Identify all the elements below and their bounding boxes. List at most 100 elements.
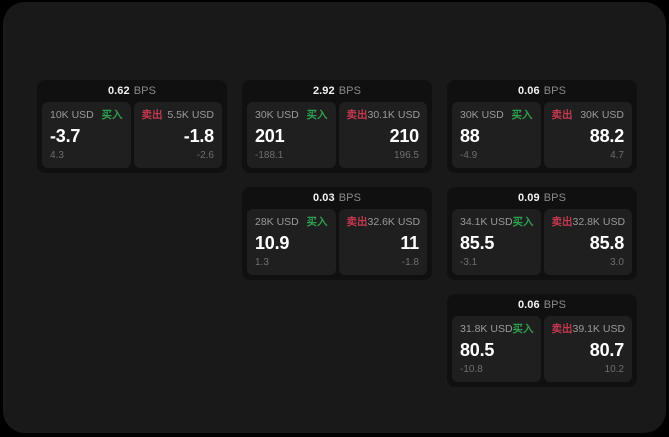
quote-column: 0.06 BPS 30K USD 买入 88 -4.9 卖出 30K USD 88.2 4.7 0.…: [447, 80, 637, 387]
card-body: 10K USD 买入 -3.7 4.3 卖出 5.5K USD -1.8 -2.6: [37, 102, 227, 168]
bps-value: 0.62: [107, 85, 130, 97]
buy-side[interactable]: 30K USD 买入 201 -188.1: [247, 102, 336, 168]
buy-quantity: 30K USD: [460, 109, 504, 121]
sell-tag: 卖出: [551, 216, 573, 228]
sell-price: 80.7: [589, 339, 624, 360]
buy-top-row: 31.8K USD 买入: [460, 323, 534, 335]
quote-card[interactable]: 0.06 BPS 30K USD 买入 88 -4.9 卖出 30K USD 88.2 4.7: [447, 80, 637, 173]
sell-delta: -1.8: [401, 257, 419, 268]
sell-quantity: 5.5K USD: [167, 109, 214, 121]
bps-unit-label: BPS: [338, 192, 362, 204]
app-panel: 0.62 BPS 10K USD 买入 -3.7 4.3 卖出 5.5K USD -1.8 -2.…: [3, 2, 666, 433]
card-header: 0.06 BPS: [447, 294, 637, 316]
buy-quantity: 34.1K USD: [460, 216, 513, 228]
buy-side[interactable]: 10K USD 买入 -3.7 4.3: [42, 102, 131, 168]
sell-price: -1.8: [183, 125, 214, 146]
bps-unit-label: BPS: [543, 299, 567, 311]
sell-top-row: 卖出 32.8K USD: [551, 216, 626, 228]
sell-side[interactable]: 卖出 30K USD 88.2 4.7: [543, 102, 632, 168]
sell-quantity: 39.1K USD: [572, 323, 626, 335]
sell-side[interactable]: 卖出 32.8K USD 85.8 3.0: [543, 209, 632, 275]
bps-value: 0.06: [517, 299, 540, 311]
buy-price: 201: [255, 125, 285, 146]
card-body: 30K USD 买入 88 -4.9 卖出 30K USD 88.2 4.7: [447, 102, 637, 168]
sell-top-row: 卖出 30K USD: [552, 109, 625, 121]
buy-delta: -188.1: [255, 150, 284, 161]
card-header: 0.06 BPS: [447, 80, 637, 102]
buy-delta: -10.8: [460, 364, 483, 375]
buy-side[interactable]: 30K USD 买入 88 -4.9: [452, 102, 541, 168]
quote-column: 2.92 BPS 30K USD 买入 201 -188.1 卖出 30.1K USD 210 1…: [242, 80, 432, 387]
buy-tag: 买入: [306, 216, 328, 228]
buy-price: 85.5: [460, 232, 495, 253]
buy-side[interactable]: 28K USD 买入 10.9 1.3: [247, 209, 336, 275]
buy-top-row: 28K USD 买入: [255, 216, 328, 228]
buy-delta: -3.1: [460, 257, 478, 268]
quote-card[interactable]: 0.09 BPS 34.1K USD 买入 85.5 -3.1 卖出 32.8K USD 85.…: [447, 187, 637, 280]
buy-tag: 买入: [306, 109, 328, 121]
sell-side[interactable]: 卖出 39.1K USD 80.7 10.2: [543, 316, 632, 382]
bps-value: 0.03: [312, 192, 335, 204]
sell-side[interactable]: 卖出 30.1K USD 210 196.5: [338, 102, 427, 168]
bps-value: 0.06: [517, 85, 540, 97]
quote-card[interactable]: 0.03 BPS 28K USD 买入 10.9 1.3 卖出 32.6K USD 11 -1.8: [242, 187, 432, 280]
bps-unit-label: BPS: [338, 85, 362, 97]
sell-quantity: 30.1K USD: [367, 109, 421, 121]
buy-top-row: 10K USD 买入: [50, 109, 123, 121]
sell-top-row: 卖出 5.5K USD: [142, 109, 215, 121]
card-body: 28K USD 买入 10.9 1.3 卖出 32.6K USD 11 -1.8: [242, 209, 432, 275]
buy-tag: 买入: [101, 109, 123, 121]
buy-delta: 1.3: [255, 257, 269, 268]
buy-side[interactable]: 31.8K USD 买入 80.5 -10.8: [452, 316, 541, 382]
sell-delta: 3.0: [610, 257, 624, 268]
quote-card[interactable]: 0.06 BPS 31.8K USD 买入 80.5 -10.8 卖出 39.1K USD 80…: [447, 294, 637, 387]
sell-price: 85.8: [589, 232, 624, 253]
sell-tag: 卖出: [346, 109, 368, 121]
buy-quantity: 31.8K USD: [460, 323, 513, 335]
sell-quantity: 32.6K USD: [367, 216, 421, 228]
sell-price: 11: [400, 232, 419, 253]
sell-tag: 卖出: [141, 109, 163, 121]
sell-tag: 卖出: [346, 216, 368, 228]
bps-value: 0.09: [517, 192, 540, 204]
sell-side[interactable]: 卖出 32.6K USD 11 -1.8: [338, 209, 427, 275]
bps-unit-label: BPS: [133, 85, 157, 97]
quote-card-grid: 0.62 BPS 10K USD 买入 -3.7 4.3 卖出 5.5K USD -1.8 -2.…: [37, 80, 642, 387]
quote-column: 0.62 BPS 10K USD 买入 -3.7 4.3 卖出 5.5K USD -1.8 -2.…: [37, 80, 227, 387]
buy-tag: 买入: [512, 323, 534, 335]
sell-delta: 196.5: [393, 150, 419, 161]
sell-side[interactable]: 卖出 5.5K USD -1.8 -2.6: [133, 102, 222, 168]
buy-delta: 4.3: [50, 150, 64, 161]
buy-quantity: 28K USD: [255, 216, 299, 228]
bps-unit-label: BPS: [543, 85, 567, 97]
buy-price: 80.5: [460, 339, 495, 360]
buy-side[interactable]: 34.1K USD 买入 85.5 -3.1: [452, 209, 541, 275]
card-header: 0.09 BPS: [447, 187, 637, 209]
buy-price: 10.9: [255, 232, 290, 253]
card-header: 2.92 BPS: [242, 80, 432, 102]
sell-price: 88.2: [589, 125, 624, 146]
sell-tag: 卖出: [551, 323, 573, 335]
buy-top-row: 34.1K USD 买入: [460, 216, 534, 228]
buy-quantity: 10K USD: [50, 109, 94, 121]
buy-price: -3.7: [50, 125, 81, 146]
card-body: 31.8K USD 买入 80.5 -10.8 卖出 39.1K USD 80.7 10.2: [447, 316, 637, 382]
card-header: 0.62 BPS: [37, 80, 227, 102]
bps-value: 2.92: [312, 85, 335, 97]
sell-delta: 4.7: [610, 150, 624, 161]
buy-delta: -4.9: [460, 150, 478, 161]
buy-quantity: 30K USD: [255, 109, 299, 121]
sell-top-row: 卖出 30.1K USD: [346, 109, 421, 121]
buy-tag: 买入: [512, 216, 534, 228]
buy-tag: 买入: [511, 109, 533, 121]
sell-top-row: 卖出 32.6K USD: [346, 216, 421, 228]
quote-card[interactable]: 2.92 BPS 30K USD 买入 201 -188.1 卖出 30.1K USD 210 1…: [242, 80, 432, 173]
sell-quantity: 32.8K USD: [572, 216, 626, 228]
sell-delta: -2.6: [196, 150, 214, 161]
bps-unit-label: BPS: [543, 192, 567, 204]
sell-price: 210: [389, 125, 420, 146]
card-body: 34.1K USD 买入 85.5 -3.1 卖出 32.8K USD 85.8 3.0: [447, 209, 637, 275]
buy-top-row: 30K USD 买入: [255, 109, 328, 121]
buy-price: 88: [460, 125, 480, 146]
quote-card[interactable]: 0.62 BPS 10K USD 买入 -3.7 4.3 卖出 5.5K USD -1.8 -2.…: [37, 80, 227, 173]
